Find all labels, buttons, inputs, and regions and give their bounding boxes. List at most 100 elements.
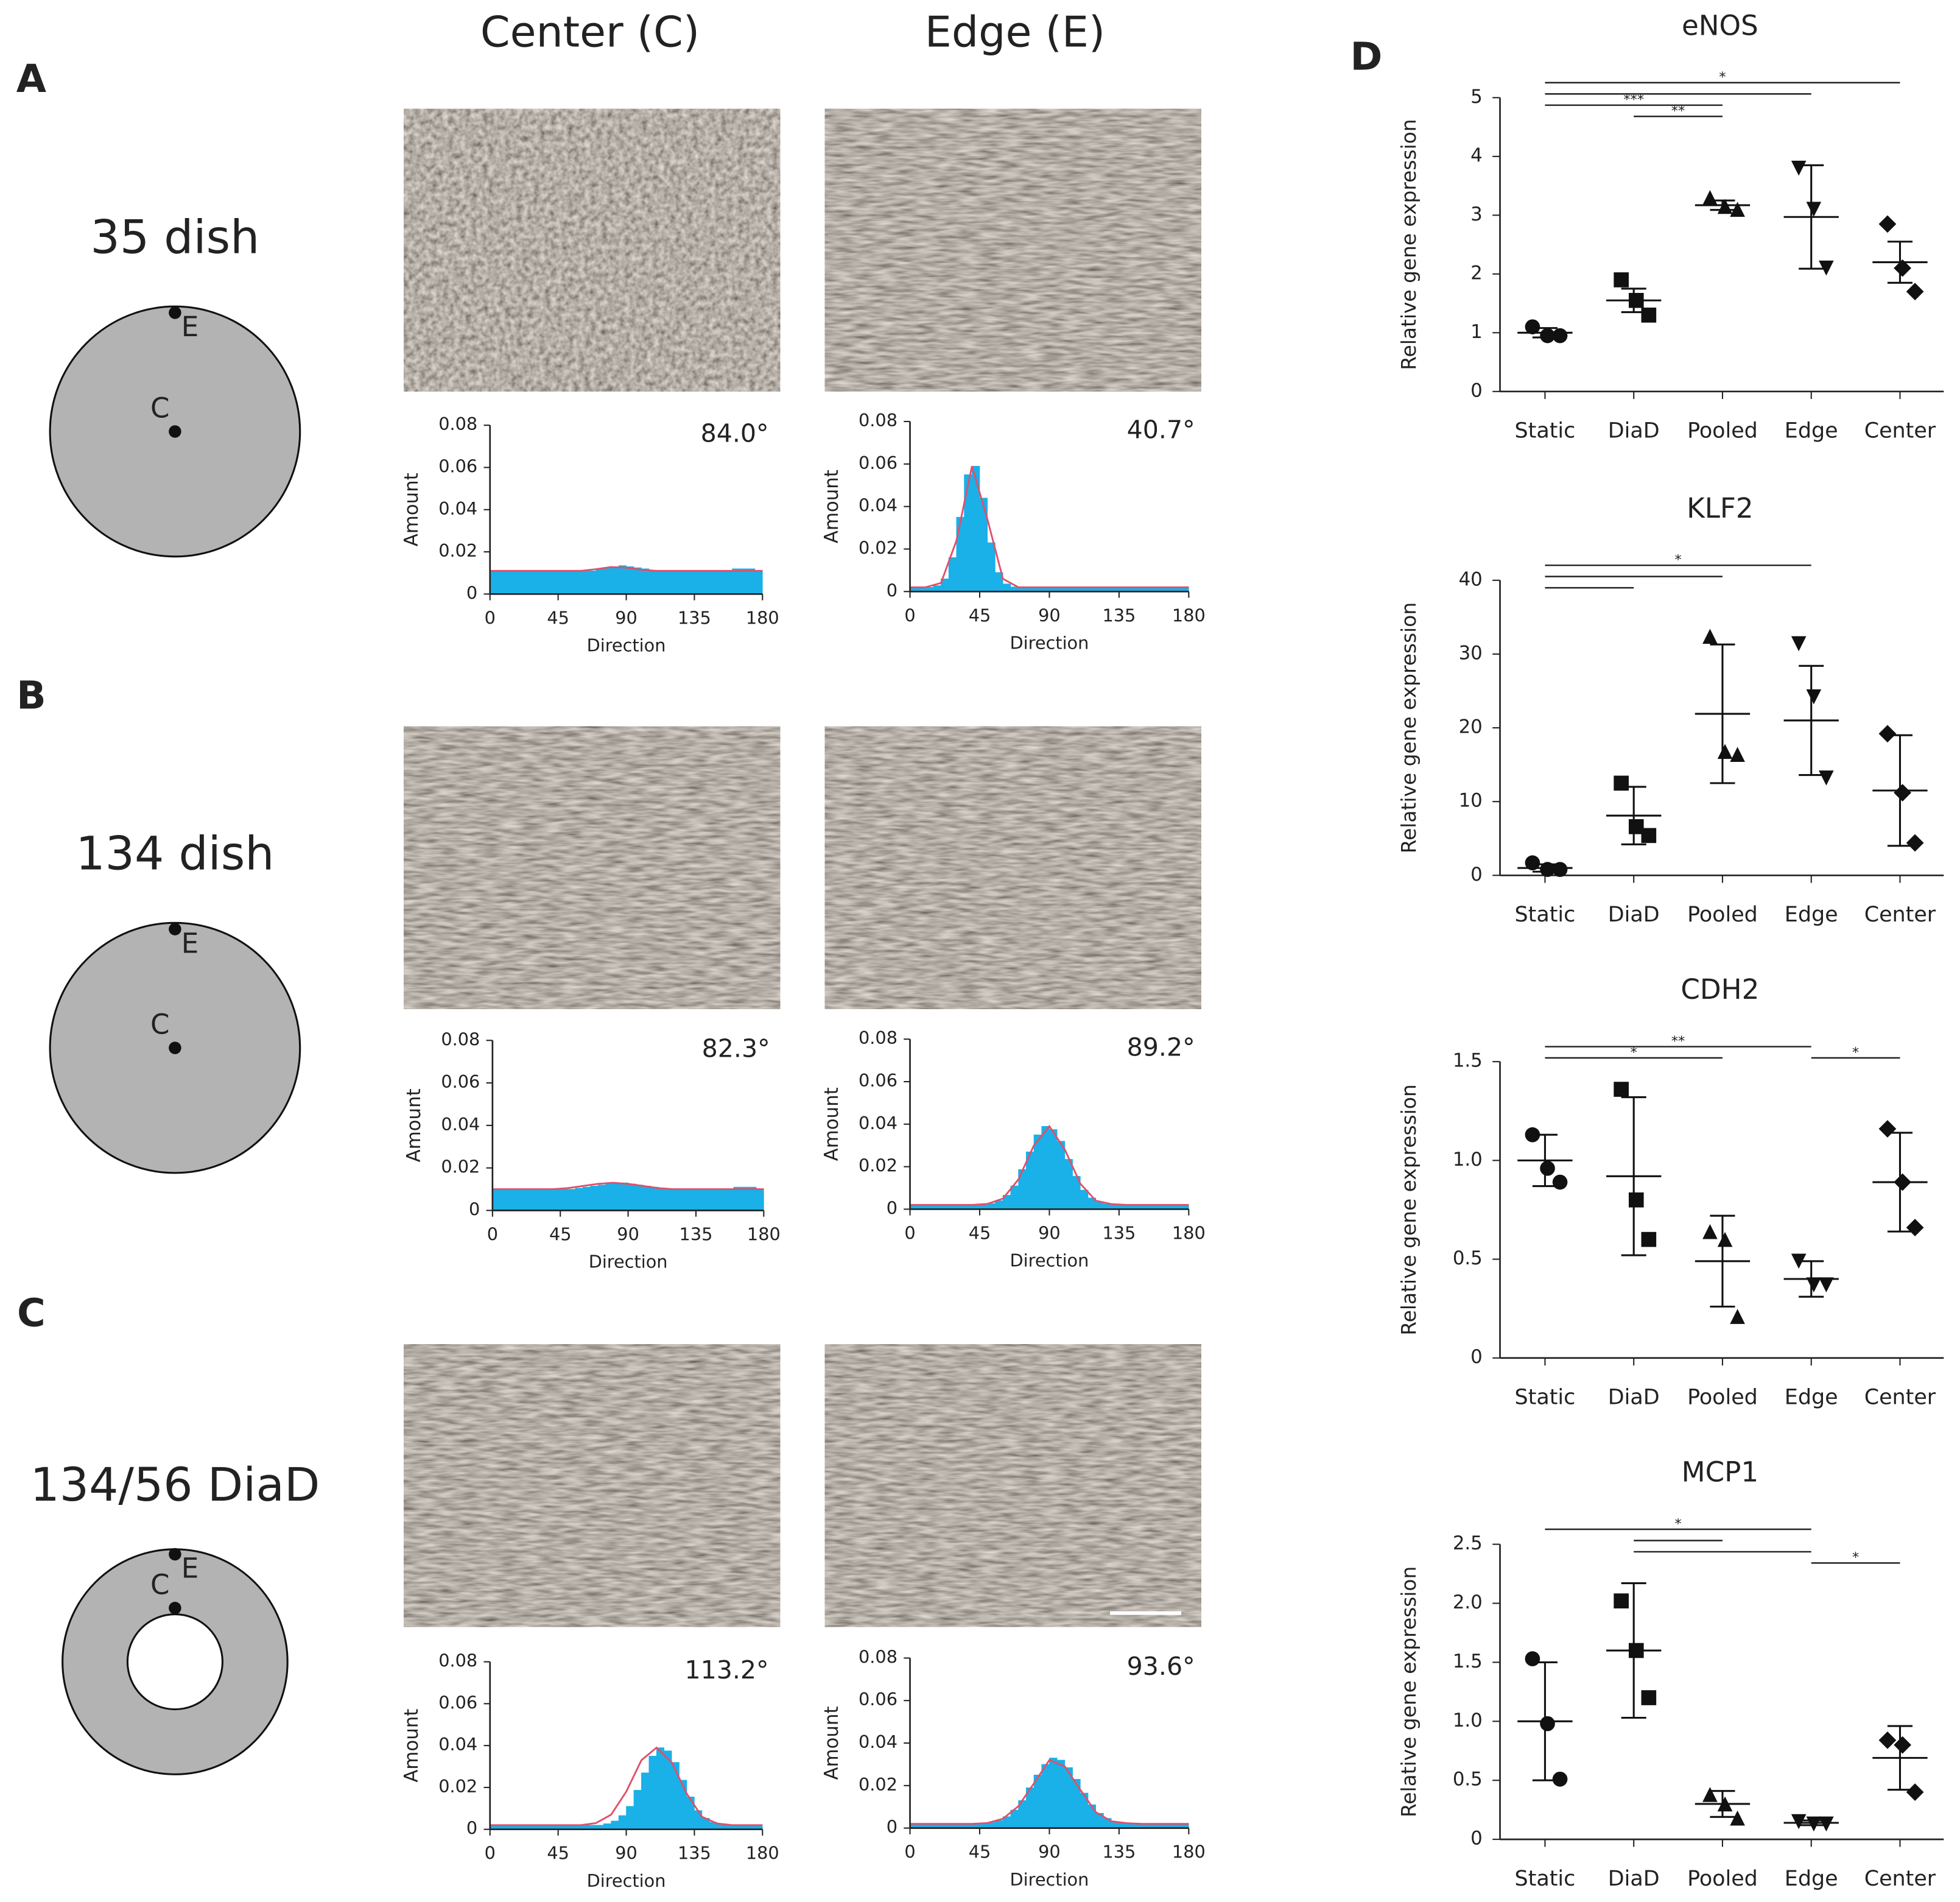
data-point (1552, 328, 1568, 343)
error-bar (1887, 241, 1913, 284)
histogram-bar (726, 1189, 734, 1211)
data-point (1525, 1651, 1540, 1666)
histogram-bar (535, 570, 544, 594)
y-tick-label: 40 (1459, 568, 1483, 590)
histogram-bar (499, 1189, 508, 1211)
histogram-bar (747, 568, 756, 594)
x-tick-label: 180 (746, 1843, 779, 1864)
data-point (1819, 770, 1834, 786)
histogram-bar (590, 1186, 599, 1211)
x-tick-label: 45 (547, 607, 569, 628)
histogram-bar (718, 1189, 726, 1211)
histogram-bar (711, 1189, 719, 1211)
histogram-bar (573, 570, 581, 594)
dish-label: 134 dish (76, 826, 274, 880)
histogram-bar (641, 1772, 650, 1830)
dish-hole (126, 1613, 223, 1711)
data-point (1878, 1120, 1897, 1138)
y-tick-label: 0 (469, 1199, 480, 1219)
histogram-bar (995, 1200, 1003, 1210)
x-tick-label: 90 (1038, 605, 1061, 625)
x-tick-label: DiaD (1608, 903, 1660, 927)
y-tick-label: 2 (1470, 262, 1483, 284)
x-tick-label: 45 (969, 1222, 991, 1243)
y-tick-label: 0 (466, 1818, 477, 1839)
histogram-bar (664, 1750, 672, 1830)
data-point (1806, 202, 1822, 217)
data-point (1878, 725, 1897, 743)
data-point (1730, 202, 1745, 217)
x-tick-label: 90 (615, 607, 638, 628)
y-tick-label: 0.06 (859, 1070, 897, 1091)
histogram-bar (740, 1186, 749, 1211)
histogram-bar (1049, 1129, 1058, 1210)
error-bar (1710, 199, 1735, 211)
histogram-bar (648, 1756, 657, 1830)
fit-curve (910, 465, 1189, 588)
x-tick-label: 45 (969, 605, 991, 625)
data-point (1906, 1219, 1924, 1237)
x-axis-label: Direction (1010, 1250, 1089, 1271)
data-point (1806, 689, 1822, 705)
peak-angle: 93.6° (1127, 1652, 1195, 1681)
peak-angle: 82.3° (702, 1034, 770, 1063)
y-tick-label: 0.02 (859, 1155, 897, 1176)
y-tick-label: 0.08 (859, 1646, 897, 1667)
x-axis-label: Direction (587, 635, 666, 656)
y-tick-label: 10 (1459, 790, 1483, 812)
panel-label: C (17, 1291, 46, 1336)
data-point (1540, 1716, 1555, 1731)
panel-label: A (16, 57, 46, 102)
y-tick-label: 2.0 (1453, 1591, 1483, 1613)
data-point (1552, 1771, 1568, 1787)
histogram-bar (567, 1189, 576, 1211)
histogram-bar (633, 1790, 642, 1830)
x-tick-label: Center (1864, 1867, 1936, 1891)
histogram-bar (732, 568, 740, 594)
histogram-bar (664, 570, 672, 594)
x-axis-label: Direction (587, 1870, 666, 1891)
data-point (1717, 1231, 1733, 1247)
histogram-bar (1002, 583, 1011, 592)
y-tick-label: 3 (1470, 203, 1483, 225)
fit-curve (910, 1124, 1189, 1206)
significance-label: * (1852, 1044, 1859, 1060)
histogram-bar (648, 570, 657, 594)
data-point (1628, 1192, 1644, 1208)
y-tick-label: 0 (1470, 864, 1483, 886)
histogram-bar (545, 1189, 553, 1211)
x-tick-label: 135 (678, 1843, 711, 1864)
y-tick-label: 0.08 (441, 1029, 480, 1049)
data-point (1702, 1224, 1718, 1239)
x-tick-label: Pooled (1687, 1385, 1758, 1409)
x-axis-label: Direction (1010, 1869, 1089, 1890)
data-point (1791, 636, 1807, 652)
error-bar (1710, 1790, 1735, 1818)
center-point (169, 1041, 181, 1054)
data-point (1525, 319, 1540, 334)
x-tick-label: 0 (485, 1843, 496, 1864)
histogram-bar (717, 570, 725, 594)
data-point (1641, 308, 1657, 323)
y-tick-label: 5 (1470, 86, 1483, 108)
histogram-bar (583, 1186, 591, 1211)
y-tick-label: 0.02 (438, 1776, 477, 1797)
y-tick-label: 0.06 (438, 1692, 477, 1713)
x-tick-label: Static (1515, 1385, 1576, 1409)
y-tick-label: 0.02 (859, 1774, 897, 1795)
histogram-bar (695, 1189, 704, 1211)
histogram-bar (520, 570, 529, 594)
histogram-bar (748, 1186, 757, 1211)
column-header: Center (C) (480, 8, 700, 57)
x-tick-label: 180 (1172, 605, 1206, 625)
histogram-bar (530, 1189, 538, 1211)
error-bar (1799, 664, 1824, 777)
histogram-bar (703, 1189, 712, 1211)
y-tick-label: 0.04 (859, 1731, 897, 1752)
chart-title: KLF2 (1687, 492, 1753, 524)
fit-curve (490, 566, 763, 572)
center-point (169, 1602, 181, 1615)
x-tick-label: Edge (1785, 1385, 1838, 1409)
y-tick-label: 1.5 (1453, 1650, 1483, 1672)
y-axis-label: Amount (821, 470, 843, 543)
